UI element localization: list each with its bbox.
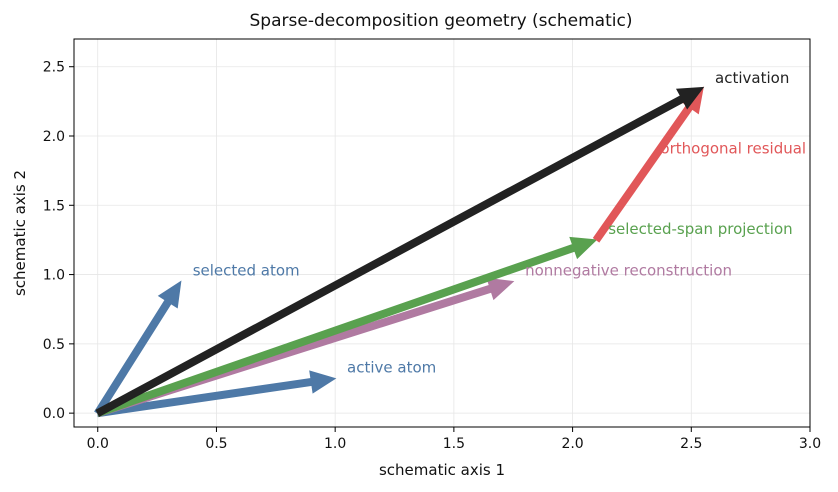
x-tick-label: 0.0 xyxy=(87,436,109,452)
y-tick-label: 2.5 xyxy=(43,60,65,76)
vector-label: activation xyxy=(715,69,789,87)
x-axis-label: schematic axis 1 xyxy=(379,461,505,479)
vector-label: selected-span projection xyxy=(608,220,792,238)
vector-arrows xyxy=(94,86,705,418)
x-tick-label: 2.5 xyxy=(680,436,702,452)
x-tick-label: 0.5 xyxy=(205,436,227,452)
x-tick-label: 3.0 xyxy=(799,436,821,452)
vector-arrow xyxy=(95,236,598,418)
y-tick-label: 0.0 xyxy=(43,406,65,422)
vector-label: nonnegative reconstruction xyxy=(525,261,732,279)
plot-frame xyxy=(73,38,811,428)
vector-label: orthogonal residual xyxy=(660,139,806,157)
y-tick-label: 1.0 xyxy=(43,268,65,284)
vector-label: selected atom xyxy=(193,261,300,279)
x-tick-label: 1.5 xyxy=(443,436,465,452)
y-tick-label: 1.5 xyxy=(43,198,65,214)
vector-label: active atom xyxy=(347,358,436,376)
vector-arrow xyxy=(95,86,705,417)
x-tick-label: 1.0 xyxy=(324,436,346,452)
chart-title: Sparse-decomposition geometry (schematic… xyxy=(250,11,633,31)
x-tick-label: 2.0 xyxy=(561,436,583,452)
y-axis-label: schematic axis 2 xyxy=(11,170,29,296)
y-tick-label: 0.5 xyxy=(43,337,65,353)
axis-ticks: 0.0 0.5 1.0 1.5 2.0 2.5 3.0 0.0 0.5 1.0 1.5 2.0 2.5 xyxy=(43,60,821,452)
vector-arrow xyxy=(94,280,182,416)
y-tick-label: 2.0 xyxy=(43,129,65,145)
vector-labels: selected atom active atom nonnegative reco… xyxy=(193,69,806,377)
